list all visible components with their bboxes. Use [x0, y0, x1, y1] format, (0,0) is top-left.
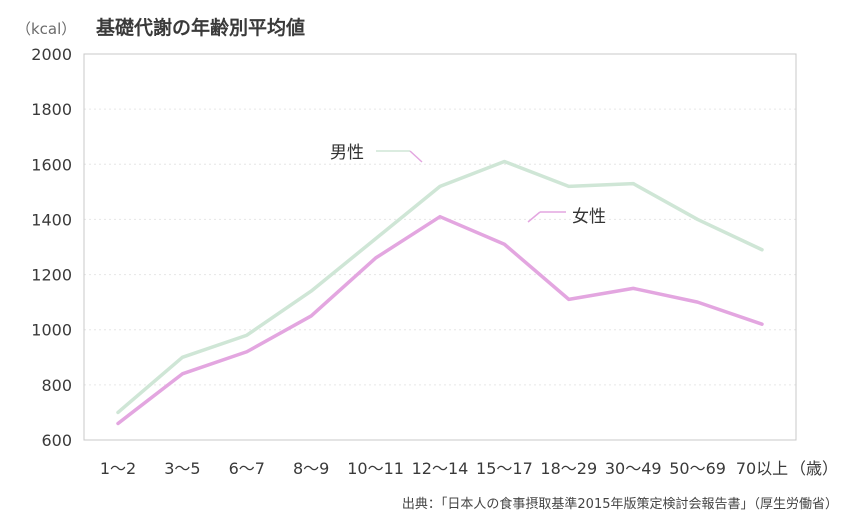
- y-tick-label: 1800: [31, 100, 72, 119]
- x-tick-label: 15〜17: [476, 459, 533, 478]
- y-unit-label: （kcal）: [16, 20, 76, 38]
- series-label-male: 男性: [330, 143, 364, 163]
- x-unit-label: （歳）: [790, 459, 838, 478]
- x-tick-label: 30〜49: [605, 459, 662, 478]
- grid: [84, 108, 796, 386]
- x-tick-label: 6〜7: [229, 459, 265, 478]
- y-tick-label: 800: [41, 376, 72, 395]
- x-tick-label: 12〜14: [412, 459, 469, 478]
- y-tick-label: 1200: [31, 266, 72, 285]
- series-lines: [116, 159, 764, 426]
- y-tick-label: 2000: [31, 45, 72, 64]
- series-line-female: [116, 214, 764, 426]
- chart-title: 基礎代謝の年齢別平均値: [95, 16, 305, 39]
- x-axis-ticks: 1〜2 3〜5 6〜7 8〜9 10〜11 12〜14 15〜17 18〜29 30〜49 50〜…: [100, 459, 788, 478]
- plot-frame: [83, 53, 797, 441]
- series-label-female: 女性: [572, 207, 606, 227]
- x-tick-label: 50〜69: [669, 459, 726, 478]
- x-tick-label: 18〜29: [540, 459, 597, 478]
- y-tick-label: 1600: [31, 155, 72, 174]
- x-tick-label: 70以上: [736, 459, 788, 478]
- x-tick-label: 8〜9: [293, 459, 329, 478]
- x-tick-label: 10〜11: [347, 459, 404, 478]
- y-tick-label: 600: [41, 431, 72, 450]
- series-line-male: [116, 159, 764, 415]
- y-tick-label: 1000: [31, 321, 72, 340]
- source-note: 出典：「日本人の食事摂取基準2015年版策定検討会報告書」（厚生労働省）: [402, 496, 838, 512]
- leader-line-female: [527, 211, 541, 223]
- y-axis-ticks: 600 800 1000 1200 1400 1600 1800 2000: [31, 45, 72, 450]
- leader-line-male-tip: [409, 150, 423, 163]
- x-tick-label: 1〜2: [100, 459, 136, 478]
- y-tick-label: 1400: [31, 210, 72, 229]
- x-tick-label: 3〜5: [164, 459, 200, 478]
